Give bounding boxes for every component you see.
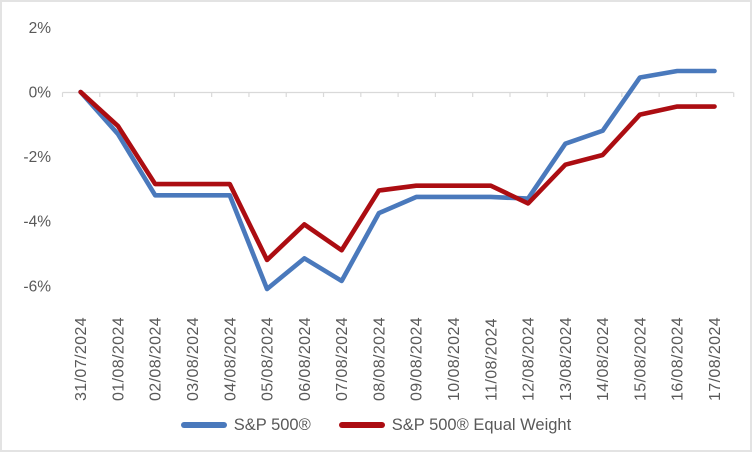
- x-axis-label: 02/08/2024: [148, 317, 165, 401]
- x-axis-label: 15/08/2024: [632, 317, 649, 401]
- y-axis-label: 2%: [29, 20, 52, 37]
- y-axis-label: -4%: [23, 214, 51, 231]
- chart-legend: S&P 500® S&P 500® Equal Weight: [2, 409, 750, 441]
- x-axis-label: 10/08/2024: [446, 317, 463, 401]
- legend-label-sp500-equal-weight: S&P 500® Equal Weight: [391, 415, 572, 434]
- legend-dash-sp500-equal-weight-icon: [338, 422, 385, 428]
- x-axis-label: 08/08/2024: [371, 317, 388, 401]
- series-line-sp500: [78, 68, 717, 292]
- x-axis-label: 12/08/2024: [521, 317, 538, 401]
- x-axis-label: 16/08/2024: [670, 317, 687, 401]
- y-axis-label: -2%: [23, 149, 51, 166]
- x-axis-label: 01/08/2024: [110, 317, 127, 401]
- x-axis-label: 31/07/2024: [73, 317, 90, 401]
- legend-item-sp500-equal-weight: S&P 500® Equal Weight: [338, 415, 572, 435]
- x-axis-label: 13/08/2024: [558, 317, 575, 401]
- x-axis-label: 07/08/2024: [334, 317, 351, 401]
- legend-label-sp500: S&P 500®: [233, 415, 311, 434]
- series-line-sp500-equal-weight: [78, 89, 717, 263]
- legend-dash-sp500-icon: [180, 422, 227, 428]
- x-axis-label: 04/08/2024: [222, 317, 239, 401]
- legend-item-sp500: S&P 500®: [180, 415, 311, 435]
- y-axis-label: 0%: [29, 85, 52, 102]
- x-axis-label: 14/08/2024: [595, 317, 612, 401]
- y-axis-label: -6%: [23, 278, 51, 295]
- x-axis-label: 17/08/2024: [707, 317, 724, 401]
- x-axis-label: 09/08/2024: [409, 317, 426, 401]
- x-axis-label: 11/08/2024: [483, 318, 500, 401]
- x-axis-label: 05/08/2024: [260, 317, 277, 401]
- x-axis-label: 03/08/2024: [185, 317, 202, 401]
- x-axis-label: 06/08/2024: [297, 317, 314, 401]
